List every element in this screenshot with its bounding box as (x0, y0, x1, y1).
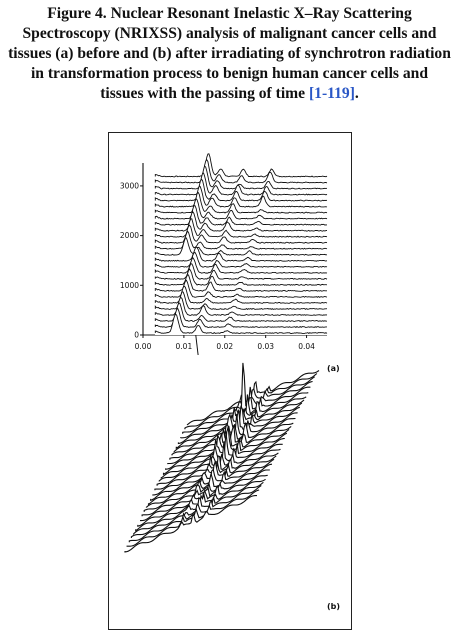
spectrum-trace (154, 251, 328, 268)
spectrum-trace (154, 237, 328, 256)
x-tick-label: 0.02 (216, 342, 233, 351)
x-tick-label: 0.01 (176, 342, 193, 351)
spectrum-trace (154, 211, 328, 232)
caption-end: . (354, 85, 359, 102)
panel-b-label: (b) (327, 602, 340, 611)
panel-a-label: (a) (327, 364, 340, 373)
x-tick-label: 0.00 (135, 342, 152, 351)
waterfall-trace (124, 495, 257, 553)
spectrum-trace (154, 263, 328, 280)
spectrum-trace (154, 268, 328, 286)
spectrum-fill (155, 314, 327, 335)
caption-text: Nuclear Resonant Inelastic X–Ray Scatter… (8, 5, 451, 102)
x-tick-label: 0.03 (257, 342, 274, 351)
spectrum-trace (154, 302, 328, 322)
spectrum-trace (154, 297, 328, 316)
y-tick-label: 3000 (120, 181, 139, 190)
figure-label: Figure 4. (47, 5, 107, 22)
spectrum-trace (154, 307, 327, 328)
spectrum-trace (154, 165, 328, 190)
spectrum-trace (154, 224, 328, 244)
spectrum-trace (154, 191, 328, 214)
spectrum-trace (154, 218, 328, 238)
reference-link[interactable]: [1-119] (308, 85, 355, 102)
y-tick-label: 2000 (120, 231, 139, 240)
spectrum-trace (154, 197, 328, 220)
spectrum-trace (154, 153, 328, 178)
spectrum-trace (154, 178, 328, 202)
panel-b-chart (124, 362, 320, 557)
y-tick-label: 0 (134, 331, 139, 340)
panel-a-chart: 0 1000 2000 3000 0.00 0.01 0.02 0.03 0.04 (120, 153, 328, 356)
spectrum-trace (154, 291, 328, 310)
spectrum-trace (154, 285, 328, 304)
spectrum-trace (154, 185, 328, 208)
figure-svg: 0 1000 2000 3000 0.00 0.01 0.02 0.03 0.04 (a) (b… (120, 153, 340, 611)
figure-frame: 0 1000 2000 3000 0.00 0.01 0.02 0.03 0.04 (a) (b… (108, 132, 352, 630)
waterfall-fill (125, 495, 257, 557)
y-tick-label: 1000 (120, 281, 139, 290)
spectrum-trace (154, 313, 328, 334)
x-tick-label: 0.04 (298, 342, 315, 351)
spectrum-trace (154, 246, 328, 262)
spectrum-trace (154, 256, 328, 274)
spectrum-trace (154, 172, 328, 196)
spectrum-trace (154, 205, 328, 226)
spectrum-trace (154, 159, 328, 184)
figure-caption: Figure 4. Nuclear Resonant Inelastic X–R… (8, 4, 451, 104)
